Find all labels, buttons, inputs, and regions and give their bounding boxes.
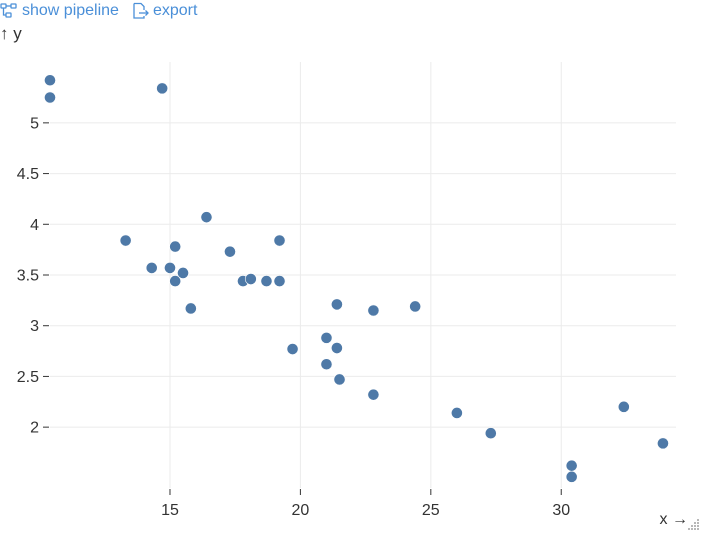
data-point (170, 241, 181, 252)
data-point (368, 389, 379, 400)
x-axis-title: x → (660, 511, 688, 528)
data-point (321, 359, 332, 370)
data-point (657, 438, 668, 449)
data-point (146, 262, 157, 273)
data-point (410, 301, 421, 312)
data-point (334, 374, 345, 385)
data-point (331, 299, 342, 310)
data-point (274, 235, 285, 246)
data-point (44, 92, 55, 103)
data-point (44, 75, 55, 86)
data-point (164, 262, 175, 273)
data-point (287, 343, 298, 354)
data-point (201, 212, 212, 223)
data-point (177, 267, 188, 278)
x-tick-label: 30 (552, 502, 570, 519)
data-point (274, 275, 285, 286)
x-tick-label: 25 (422, 502, 440, 519)
data-point (451, 407, 462, 418)
data-point (261, 275, 272, 286)
data-point (321, 332, 332, 343)
resize-handle[interactable] (687, 517, 701, 531)
data-point (618, 401, 629, 412)
data-point (485, 428, 496, 439)
y-tick-label: 4 (30, 217, 39, 234)
data-points (44, 75, 668, 483)
data-point (245, 273, 256, 284)
x-axis: 15 20 25 30 (161, 489, 570, 519)
data-point (368, 305, 379, 316)
y-axis: 2 2.5 3 3.5 4 4.5 5 (17, 115, 49, 436)
data-point (120, 235, 131, 246)
data-point (566, 460, 577, 471)
data-point (224, 246, 235, 257)
y-tick-label: 2 (30, 420, 39, 437)
y-tick-label: 2.5 (17, 369, 39, 386)
grid-lines (50, 62, 676, 488)
data-point (185, 303, 196, 314)
x-tick-label: 20 (292, 502, 310, 519)
x-tick-label: 15 (161, 502, 179, 519)
y-tick-label: 3 (30, 318, 39, 335)
data-point (566, 471, 577, 482)
y-tick-label: 3.5 (17, 268, 39, 285)
y-tick-label: 4.5 (17, 166, 39, 183)
data-point (157, 83, 168, 94)
y-tick-label: 5 (30, 115, 39, 132)
data-point (331, 342, 342, 353)
